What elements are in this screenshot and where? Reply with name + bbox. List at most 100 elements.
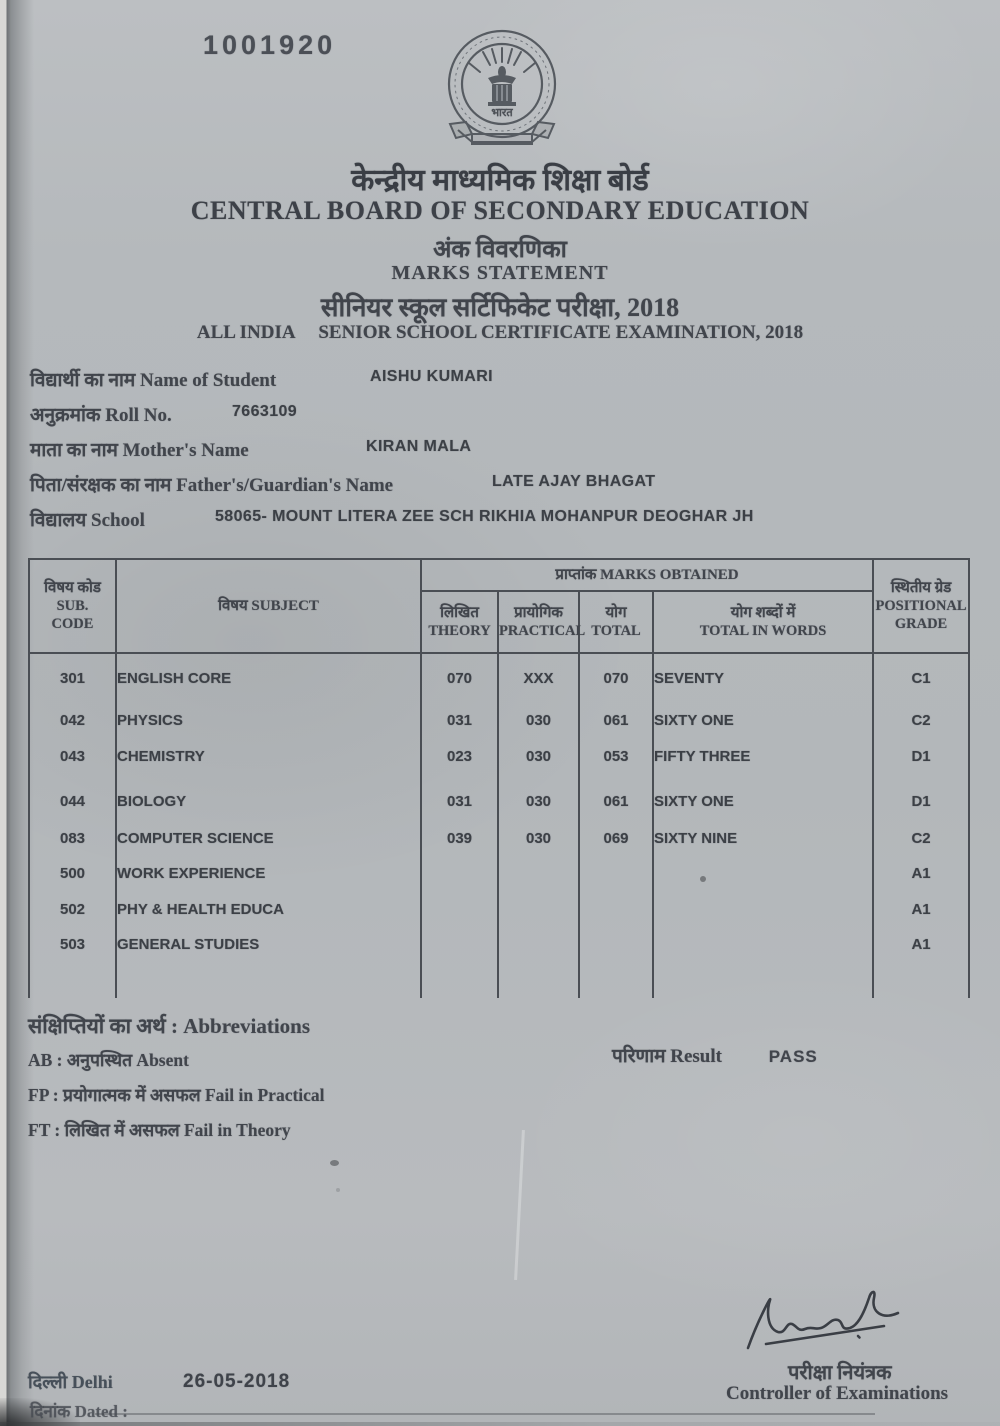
cell-theory [420, 926, 499, 963]
cell-code: 503 [28, 926, 117, 963]
cell-empty [872, 962, 971, 998]
header-theory: लिखित THEORY [420, 590, 499, 654]
header-total: योग TOTAL [578, 590, 654, 654]
statement-title-english: MARKS STATEMENT [391, 262, 609, 284]
scan-corner-smudge [0, 1398, 80, 1426]
cell-total: 061 [578, 703, 654, 739]
abbreviations-title: संक्षिप्तियों का अर्थ : Abbreviations [28, 1014, 311, 1038]
cell-theory: 039 [420, 820, 499, 857]
header-sub-code-en2: CODE [51, 616, 94, 633]
cell-practical: 030 [497, 820, 580, 857]
cell-code: 500 [28, 856, 117, 892]
cell-total: 061 [578, 774, 654, 821]
cell-grade: A1 [872, 856, 971, 892]
cell-empty [497, 962, 580, 998]
table-row: 042 PHYSICS 031 030 061 SIXTY ONE C2 [28, 703, 971, 739]
table-row: 043 CHEMISTRY 023 030 053 FIFTY THREE D1 [28, 738, 971, 775]
paper-crease [514, 1130, 525, 1280]
marks-table: विषय कोड SUB. CODE विषय SUBJECT प्राप्ता… [28, 558, 971, 998]
exam-title-hindi: सीनियर स्कूल सर्टिफिकेट परीक्षा, 2018 [320, 293, 680, 322]
header-grade-hi: स्थितीय ग्रेड [890, 579, 952, 596]
cell-words: SIXTY NINE [651, 820, 875, 857]
cell-words [651, 856, 875, 892]
board-name-english: CENTRAL BOARD OF SECONDARY EDUCATION [190, 196, 810, 225]
table-header-row-sub: लिखित THEORY प्रायोगिक PRACTICAL योग TOT… [29, 590, 969, 654]
cell-code: 301 [28, 653, 117, 704]
table-row: 503 GENERAL STUDIES A1 [28, 926, 971, 963]
header-total-en: TOTAL [591, 623, 641, 640]
abbreviation-ft: FT : लिखित में असफल Fail in Theory [28, 1120, 291, 1140]
table-header-row-top: विषय कोड SUB. CODE विषय SUBJECT प्राप्ता… [28, 558, 971, 654]
cell-practical: 030 [497, 738, 580, 775]
cell-empty [651, 962, 875, 998]
table-row: 083 COMPUTER SCIENCE 039 030 069 SIXTY N… [28, 820, 971, 857]
roll-number-value: 7663109 [232, 403, 298, 420]
signatory-title-hindi: परीक्षा नियंत्रक [788, 1362, 892, 1384]
header-positional-grade: स्थितीय ग्रेड POSITIONAL GRADE [872, 558, 971, 654]
cell-words [651, 926, 875, 963]
dated-label: दिनांक Dated : [30, 1402, 128, 1421]
header-sub-code: विषय कोड SUB. CODE [28, 558, 117, 654]
serial-number: 1001920 [203, 30, 337, 60]
cell-theory: 031 [420, 703, 499, 739]
roll-number-label: अनुक्रमांक Roll No. [30, 405, 172, 426]
cell-subject: ENGLISH CORE [115, 653, 422, 704]
cell-empty [28, 962, 117, 998]
header-words-hi: योग शब्दों में [730, 604, 796, 621]
cell-theory [420, 856, 499, 892]
statement-title-hindi: अंक विवरणिका [433, 237, 567, 263]
cell-words: SIXTY ONE [651, 774, 875, 821]
header-theory-hi: लिखित [440, 604, 479, 621]
mother-name-label: माता का नाम Mother's Name [30, 440, 249, 461]
signature [746, 1290, 900, 1350]
ink-speck [336, 1188, 340, 1192]
student-name-row: विद्यार्थी का नाम Name of Student AISHU … [30, 366, 990, 392]
cell-subject: GENERAL STUDIES [115, 926, 422, 963]
cbse-emblem-logo: भारत [447, 29, 557, 145]
header-subject: विषय SUBJECT [115, 558, 422, 654]
cell-words: SEVENTY [651, 653, 875, 704]
cell-total: 053 [578, 738, 654, 775]
cell-words: FIFTY THREE [651, 738, 875, 775]
mother-name-value: KIRAN MALA [366, 438, 472, 455]
father-name-label: पिता/संरक्षक का नाम Father's/Guardian's … [30, 475, 394, 496]
table-row: 502 PHY & HEALTH EDUCA A1 [28, 891, 971, 927]
header-sub-code-en1: SUB. [56, 598, 89, 615]
cell-practical: XXX [497, 653, 580, 704]
cell-grade: D1 [872, 774, 971, 821]
result-label: परिणाम Result [612, 1046, 722, 1067]
father-name-value: LATE AJAY BHAGAT [492, 473, 656, 490]
emblem-country-text: भारत [491, 107, 513, 119]
cell-subject: BIOLOGY [115, 774, 422, 821]
cell-code: 083 [28, 820, 117, 857]
scan-bottom-edge [0, 1422, 1000, 1426]
student-name-value: AISHU KUMARI [370, 368, 494, 385]
cell-words: SIXTY ONE [651, 703, 875, 739]
cell-empty [578, 962, 654, 998]
cell-code: 044 [28, 774, 117, 821]
header-total-in-words: योग शब्दों में TOTAL IN WORDS [651, 590, 875, 654]
mother-name-row: माता का नाम Mother's Name KIRAN MALA [30, 436, 990, 462]
header-grade-en1: POSITIONAL [875, 598, 967, 615]
cell-code: 502 [28, 891, 117, 927]
cell-empty [115, 962, 422, 998]
result-value: PASS [768, 1047, 818, 1066]
abbreviation-fp: FP : प्रयोगात्मक में असफल Fail in Practi… [28, 1085, 325, 1105]
table-row: 500 WORK EXPERIENCE A1 [28, 856, 971, 892]
table-filler-row [28, 962, 971, 998]
cell-subject: COMPUTER SCIENCE [115, 820, 422, 857]
issue-date: 26-05-2018 [183, 1371, 291, 1392]
header-theory-en: THEORY [428, 623, 491, 640]
cell-theory [420, 891, 499, 927]
cell-grade: A1 [872, 926, 971, 963]
header-total-hi: योग [605, 604, 627, 621]
cell-practical [497, 856, 580, 892]
signatory-title-english: Controller of Examinations [726, 1383, 949, 1404]
cell-theory: 031 [420, 774, 499, 821]
cell-total [578, 926, 654, 963]
exam-name-label: SENIOR SCHOOL CERTIFICATE EXAMINATION, 2… [318, 322, 804, 343]
result-row: परिणाम Result PASS [612, 1042, 818, 1068]
header-sub-code-hi: विषय कोड [44, 579, 101, 596]
cell-total [578, 891, 654, 927]
